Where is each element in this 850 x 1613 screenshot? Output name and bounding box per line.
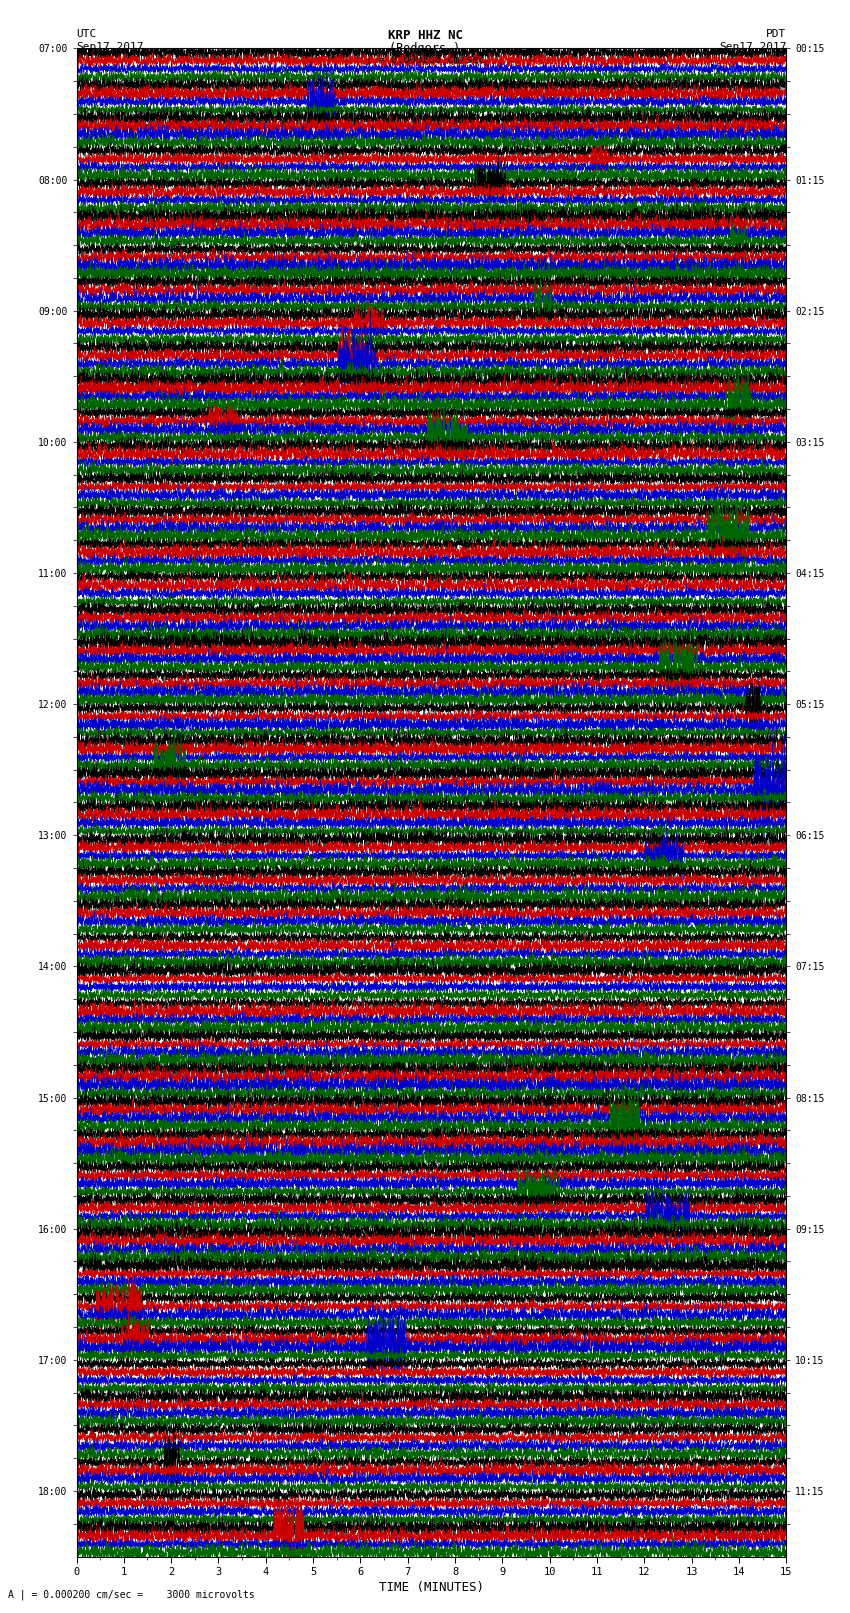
Text: Sep17,2017: Sep17,2017 — [76, 42, 144, 52]
Text: Sep17,2017: Sep17,2017 — [719, 42, 786, 52]
Text: | = 0.000200 cm/sec: | = 0.000200 cm/sec — [366, 55, 484, 66]
Text: UTC: UTC — [76, 29, 97, 39]
Text: (Rodgers ): (Rodgers ) — [389, 42, 461, 55]
Text: PDT: PDT — [766, 29, 786, 39]
Text: A | = 0.000200 cm/sec =    3000 microvolts: A | = 0.000200 cm/sec = 3000 microvolts — [8, 1589, 255, 1600]
Text: KRP HHZ NC: KRP HHZ NC — [388, 29, 462, 42]
X-axis label: TIME (MINUTES): TIME (MINUTES) — [379, 1581, 484, 1594]
